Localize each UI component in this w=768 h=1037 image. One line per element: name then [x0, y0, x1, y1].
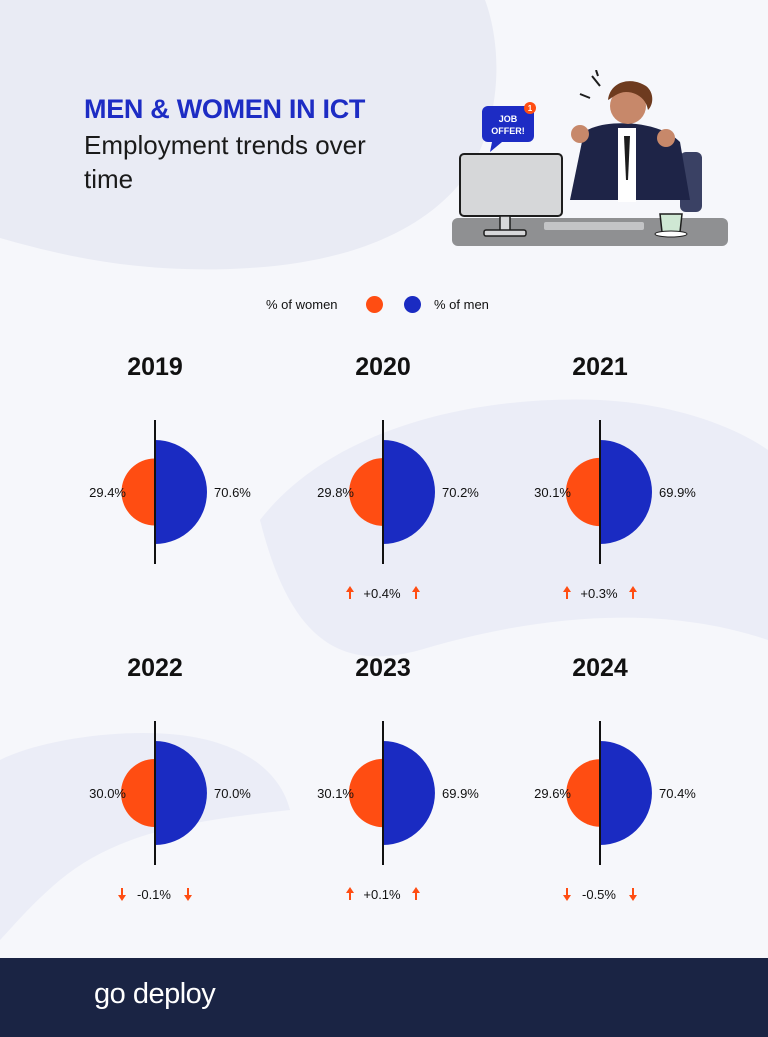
men-value-label-2020: 70.2%	[442, 485, 479, 500]
chart-year-2024: 2024	[572, 654, 628, 682]
legend: % of women % of men	[0, 293, 768, 319]
speech-bubble-tail	[490, 142, 502, 152]
men-half-circle-2020	[383, 440, 435, 544]
speech-bubble-text-line-1: JOB	[499, 114, 518, 124]
chart-year-2023: 2023	[355, 654, 411, 682]
monitor	[459, 153, 563, 217]
change-arrow-left-2021	[563, 586, 571, 599]
men-half-circle-2019	[155, 440, 207, 544]
change-arrow-left-2023	[346, 887, 354, 900]
change-arrow-left-2024	[563, 888, 571, 901]
women-value-label-2022: 30.0%	[89, 786, 126, 801]
footer: go deploy	[0, 958, 768, 1037]
women-value-label-2023: 30.1%	[317, 786, 354, 801]
legend-men-dot	[404, 296, 421, 313]
change-label-2022: -0.1%	[137, 887, 171, 902]
header-title: MEN & WOMEN IN ICT	[84, 94, 366, 124]
change-arrow-right-2021	[629, 586, 637, 599]
change-label-2020: +0.4%	[363, 586, 401, 601]
men-value-label-2021: 69.9%	[659, 485, 696, 500]
women-half-circle-2022	[120, 758, 155, 828]
men-half-circle-2023	[383, 741, 435, 845]
notification-badge	[524, 102, 536, 114]
header-blob	[0, 0, 497, 270]
change-arrow-left-2020	[346, 586, 354, 599]
speech-bubble	[482, 106, 534, 142]
lower-blob	[0, 732, 290, 940]
change-arrow-left-2022	[118, 888, 126, 901]
change-label-2023: +0.1%	[363, 887, 401, 902]
person-head	[610, 88, 646, 124]
keyboard	[544, 222, 644, 230]
women-half-circle-2024	[566, 759, 600, 827]
men-value-label-2022: 70.0%	[214, 786, 251, 801]
legend-women-label: % of women	[266, 297, 338, 312]
chart-year-2020: 2020	[355, 353, 411, 381]
women-half-circle-2020	[349, 458, 383, 526]
men-value-label-2023: 69.9%	[442, 786, 479, 801]
right-fist	[657, 129, 675, 147]
excitement-lines	[579, 70, 601, 99]
change-label-2021: +0.3%	[580, 586, 618, 601]
legend-women-dot	[366, 296, 383, 313]
men-value-label-2024: 70.4%	[659, 786, 696, 801]
chart-year-2022: 2022	[127, 654, 183, 682]
chart-year-2021: 2021	[572, 353, 628, 381]
women-half-circle-2021	[565, 457, 600, 527]
women-value-label-2024: 29.6%	[534, 786, 571, 801]
men-half-circle-2022	[155, 741, 207, 845]
speech-bubble-text-line-2: OFFER!	[491, 126, 525, 136]
coffee-saucer	[654, 230, 688, 238]
chart-year-2019: 2019	[127, 353, 183, 381]
men-half-circle-2021	[600, 440, 652, 544]
notification-badge-count: 1	[528, 104, 533, 113]
header-subtitle: Employment trends over time	[84, 130, 366, 194]
women-half-circle-2023	[348, 758, 383, 828]
change-arrow-right-2022	[184, 888, 192, 901]
women-value-label-2021: 30.1%	[534, 485, 571, 500]
change-arrow-right-2024	[629, 888, 637, 901]
change-arrow-right-2020	[412, 586, 420, 599]
left-fist	[571, 125, 589, 143]
men-value-label-2019: 70.6%	[214, 485, 251, 500]
women-value-label-2019: 29.4%	[89, 485, 126, 500]
change-arrow-right-2023	[412, 887, 420, 900]
monitor-base	[483, 229, 527, 237]
men-half-circle-2024	[600, 741, 652, 845]
person-tie	[624, 136, 630, 180]
change-label-2024: -0.5%	[582, 887, 616, 902]
desk	[452, 218, 728, 246]
women-value-label-2020: 29.8%	[317, 485, 354, 500]
person-hair	[608, 81, 653, 110]
brand-logo: go deploy	[94, 978, 216, 1010]
job-offer-illustration: JOB OFFER! 1	[452, 70, 728, 246]
women-half-circle-2019	[121, 458, 155, 526]
legend-men-label: % of men	[434, 297, 489, 312]
